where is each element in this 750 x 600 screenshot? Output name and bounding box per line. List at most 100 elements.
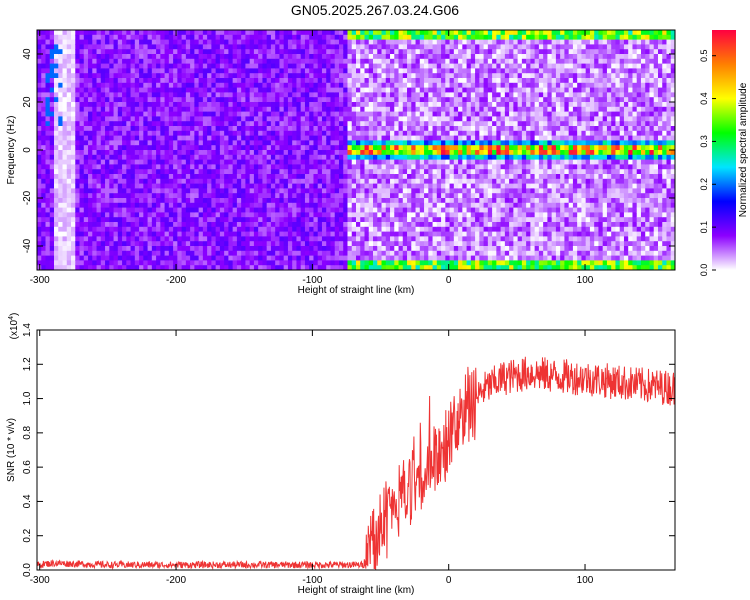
spectrogram-cell [258,202,264,209]
spectrogram-cell [211,121,217,127]
spectrogram-cell [62,207,68,213]
spectrogram-cell [321,121,327,127]
spectrogram-cell [109,58,115,65]
spectrogram-cell [147,236,153,242]
spectrogram-cell [100,54,106,60]
spectrogram-cell [100,265,106,270]
spectrogram-cell [143,102,149,108]
spectrogram-cell [279,73,285,79]
spectrogram-cell [173,49,178,55]
spectrogram-cell [202,241,208,247]
spectrogram-cell [151,222,157,228]
spectrogram-cell [232,188,238,194]
spectrogram-cell [394,145,400,151]
spectrogram-cell [407,102,412,108]
spectrogram-cell [411,34,417,41]
spectrogram-cell [449,78,455,84]
spectrogram-cell [351,222,357,228]
spectrogram-cell [436,169,442,175]
spectrogram-cell [105,174,110,180]
spectrogram-cell [202,39,208,45]
spectrogram-cell [347,250,353,257]
spectrogram-cell [270,222,276,228]
spectrogram-cell [219,106,225,113]
spectrogram-cell [249,68,255,74]
spectrogram-cell [415,121,421,127]
spectrogram-cell [211,82,217,89]
spectrogram-cell [317,150,323,156]
spectrogram-cell [313,260,319,266]
spectrogram-cell [347,145,353,151]
spectrogram-cell [130,265,136,270]
spectrogram-cell [449,126,455,132]
spectrogram-cell [334,241,340,247]
spectrogram-cell [364,241,370,247]
spectrogram-cell [236,102,242,108]
spectrogram-cell [66,39,72,45]
spectrogram-cell [326,49,332,55]
spectrogram-cell [326,116,332,122]
spectrogram-cell [190,58,195,65]
spectrogram-cell [83,49,89,55]
spectrogram-cell [177,193,183,199]
spectrogram-cell [54,87,59,93]
spectrogram-cell [211,174,217,180]
spectrogram-cell [215,97,221,103]
spectrogram-cell [160,102,166,108]
spectrogram-cell [453,34,459,41]
spectrogram-cell [134,106,140,113]
spectrogram-cell [37,260,42,266]
spectrogram-cell [194,130,200,137]
spectrogram-cell [41,121,47,127]
spectrogram-cell [185,130,191,137]
spectrogram-cell [449,130,455,137]
spectrogram-cell [419,202,425,209]
spectrogram-cell [130,188,136,194]
spectrogram-cell [202,154,208,161]
spectrogram-cell [66,49,72,55]
spectrogram-cell [49,121,55,127]
spectrogram-cell [326,82,332,89]
spectrogram-cell [88,255,93,261]
spectrogram-cell [304,198,310,204]
spectrogram-cell [232,241,238,247]
spectrogram-cell [83,236,89,242]
spectrogram-cell [334,116,340,122]
spectrogram-cell [445,226,451,233]
spectrogram-cell [224,231,229,237]
spectrogram-cell [79,126,85,132]
spectrogram-cell [266,260,272,266]
spectrogram-cell [66,193,72,199]
spectrogram-cell [88,241,93,247]
spectrogram-cell [415,174,421,180]
spectrogram-cell [202,198,208,204]
spectrogram-cell [105,193,110,199]
spectrogram-cell [279,236,285,242]
spectrogram-cell [381,193,387,199]
spectrogram-cell [436,97,442,103]
spectrogram-cell [360,121,366,127]
spectrogram-cell [62,169,68,175]
spectrogram-cell [117,246,123,252]
spectrogram-cell [390,222,395,228]
spectrogram-cell [347,68,353,74]
spectrogram-cell [219,82,225,89]
spectrogram-cell [373,236,378,242]
spectrogram-cell [449,150,455,156]
spectrogram-cell [215,106,221,113]
spectrogram-cell [164,140,170,146]
spectrogram-cell [253,135,259,141]
spectrogram-cell [130,250,136,257]
spectrogram-cell [313,102,319,108]
spectrogram-cell [275,87,281,93]
spectrogram-cell [207,255,212,261]
spectrogram-cell [219,188,225,194]
spectrogram-cell [232,135,238,141]
spectrogram-cell [279,87,285,93]
spectrogram-cell [139,135,144,141]
spectrogram-cell [449,207,455,213]
spectrogram-cell [309,82,315,89]
spectrogram-cell [54,178,59,185]
spectrogram-cell [373,121,378,127]
spectrogram-cell [224,34,229,41]
